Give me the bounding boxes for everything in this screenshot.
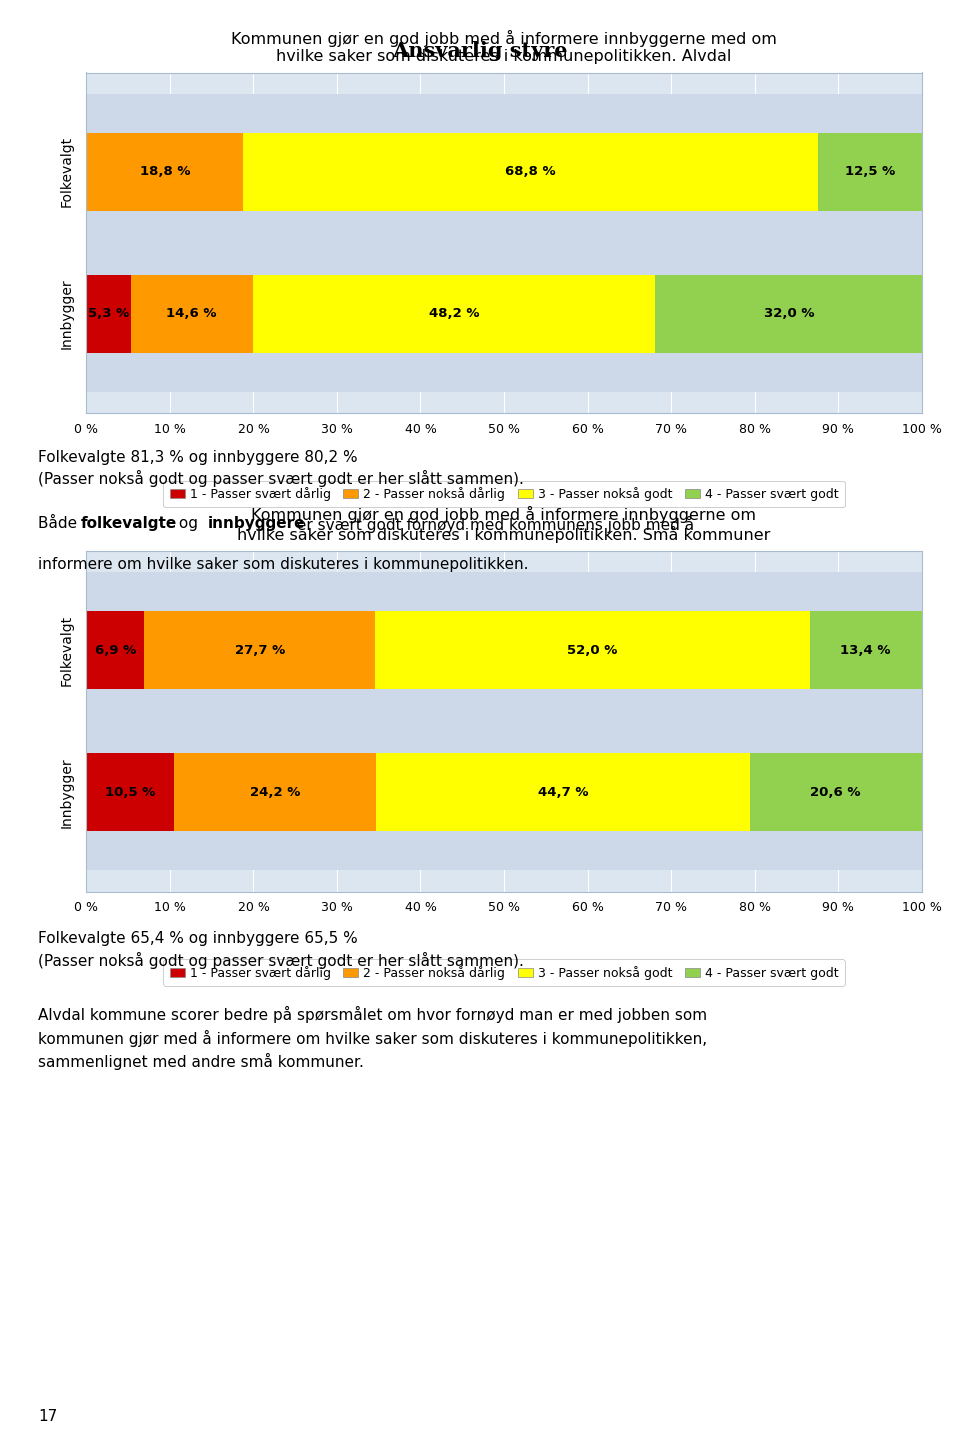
Text: Folkevalgt: Folkevalgt <box>60 136 74 207</box>
Legend: 1 - Passer svært dårlig, 2 - Passer nokså dårlig, 3 - Passer nokså godt, 4 - Pas: 1 - Passer svært dårlig, 2 - Passer noks… <box>163 960 845 986</box>
Text: Alvdal kommune scorer bedre på spørsmålet om hvor fornøyd man er med jobben som
: Alvdal kommune scorer bedre på spørsmåle… <box>38 1006 708 1070</box>
Bar <box>86 236 922 392</box>
Text: 17: 17 <box>38 1409 58 1424</box>
Text: informere om hvilke saker som diskuteres i kommunepolitikken.: informere om hvilke saker som diskuteres… <box>38 557 529 571</box>
Bar <box>174 754 376 831</box>
Bar <box>750 754 922 831</box>
Text: 10,5 %: 10,5 % <box>105 786 156 799</box>
Bar <box>86 133 244 210</box>
Bar <box>252 276 655 352</box>
Text: 52,0 %: 52,0 % <box>567 644 617 657</box>
Text: Folkevalgt: Folkevalgt <box>60 615 74 686</box>
Bar <box>86 276 131 352</box>
Text: 5,3 %: 5,3 % <box>88 307 130 320</box>
Title: Kommunen gjør en god jobb med å informere innbyggerne med om
hvilke saker som di: Kommunen gjør en god jobb med å informer… <box>231 30 777 64</box>
Text: Innbygger: Innbygger <box>60 757 74 828</box>
Bar <box>809 612 922 689</box>
Legend: 1 - Passer svært dårlig, 2 - Passer nokså dårlig, 3 - Passer nokså godt, 4 - Pas: 1 - Passer svært dårlig, 2 - Passer noks… <box>163 481 845 508</box>
Bar <box>376 754 750 831</box>
Bar <box>86 573 922 728</box>
Bar <box>818 133 923 210</box>
Bar <box>86 715 922 870</box>
Text: 18,8 %: 18,8 % <box>139 165 190 178</box>
Text: 12,5 %: 12,5 % <box>845 165 896 178</box>
Text: 44,7 %: 44,7 % <box>538 786 588 799</box>
Text: folkevalgte: folkevalgte <box>81 516 177 531</box>
Text: Innbygger: Innbygger <box>60 278 74 349</box>
Text: Ansvarlig styre: Ansvarlig styre <box>393 41 567 61</box>
Text: 68,8 %: 68,8 % <box>505 165 556 178</box>
Text: er svært godt fornøyd med kommunens jobb med å: er svært godt fornøyd med kommunens jobb… <box>292 516 694 534</box>
Bar <box>86 754 174 831</box>
Text: 24,2 %: 24,2 % <box>250 786 300 799</box>
Text: Folkevalgte 65,4 % og innbyggere 65,5 %
(Passer nokså godt og passer svært godt : Folkevalgte 65,4 % og innbyggere 65,5 % … <box>38 931 524 969</box>
Text: Både: Både <box>38 516 83 531</box>
Text: 20,6 %: 20,6 % <box>810 786 861 799</box>
Bar <box>655 276 923 352</box>
Bar <box>131 276 252 352</box>
Bar <box>375 612 809 689</box>
Text: Folkevalgte 81,3 % og innbyggere 80,2 %
(Passer nokså godt og passer svært godt : Folkevalgte 81,3 % og innbyggere 80,2 % … <box>38 450 524 487</box>
Text: 14,6 %: 14,6 % <box>166 307 217 320</box>
Text: 48,2 %: 48,2 % <box>428 307 479 320</box>
Text: og: og <box>174 516 203 531</box>
Text: innbyggere: innbyggere <box>207 516 305 531</box>
Text: 13,4 %: 13,4 % <box>840 644 891 657</box>
Text: 32,0 %: 32,0 % <box>763 307 814 320</box>
Bar <box>244 133 818 210</box>
Bar <box>86 94 922 249</box>
Bar <box>86 612 144 689</box>
Title: Kommunen gjør en god jobb med å informere innbyggerne om
hvilke saker som diskut: Kommunen gjør en god jobb med å informer… <box>237 506 771 542</box>
Text: 6,9 %: 6,9 % <box>95 644 135 657</box>
Bar <box>144 612 375 689</box>
Text: 27,7 %: 27,7 % <box>234 644 285 657</box>
